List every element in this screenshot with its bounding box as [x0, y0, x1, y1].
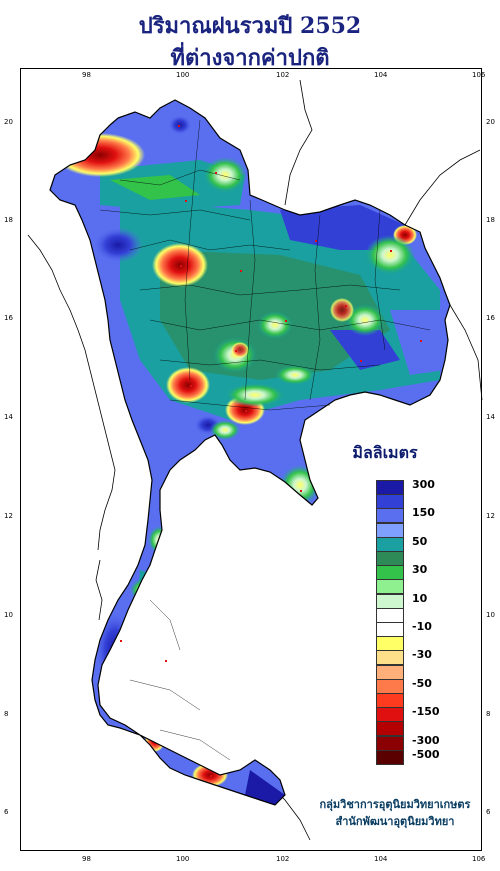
lon-tick-bottom-106: 106 — [472, 855, 486, 863]
lat-tick-right-6: 6 — [486, 808, 491, 816]
lat-tick-left-8: 8 — [4, 710, 9, 718]
legend-swatch — [376, 721, 404, 737]
legend-swatch — [376, 636, 404, 652]
legend-label: -10 — [412, 620, 432, 633]
lat-tick-left-14: 14 — [4, 413, 13, 421]
legend-swatch — [376, 607, 404, 623]
legend-label: 30 — [412, 563, 428, 577]
lat-tick-right-10: 10 — [486, 611, 495, 619]
lat-tick-right-20: 20 — [486, 118, 495, 126]
legend-swatch — [376, 536, 404, 552]
lat-tick-right-16: 16 — [486, 314, 495, 322]
thailand-outline — [49, 99, 451, 806]
lon-tick-top-98: 98 — [82, 71, 91, 79]
lat-tick-left-10: 10 — [4, 611, 13, 619]
legend-swatch — [376, 735, 404, 751]
map-frame — [20, 68, 482, 851]
lat-tick-right-12: 12 — [486, 512, 495, 520]
legend-label: 50 — [412, 534, 428, 548]
legend-label: -500 — [412, 747, 440, 761]
legend-swatch — [376, 480, 404, 495]
lat-tick-right-18: 18 — [486, 216, 495, 224]
lat-tick-right-14: 14 — [486, 413, 495, 421]
lat-tick-left-18: 18 — [4, 216, 13, 224]
lon-tick-bottom-100: 100 — [176, 855, 190, 863]
legend-swatch — [376, 664, 404, 680]
legend-label: 150 — [412, 506, 435, 520]
legend-swatch — [376, 593, 404, 609]
credit-line1: กลุ่มวิชาการอุตุนิยมวิทยาเกษตร — [319, 798, 471, 811]
legend-swatch — [376, 693, 404, 708]
legend-label: 10 — [412, 591, 428, 605]
lon-tick-top-106: 106 — [472, 71, 486, 79]
legend-title: มิลลิเมตร — [352, 443, 418, 462]
legend-label: -150 — [412, 705, 440, 719]
legend-swatch — [376, 650, 404, 666]
legend-swatch — [376, 579, 404, 595]
lon-tick-top-102: 102 — [276, 71, 290, 79]
legend-swatch — [376, 522, 404, 538]
lon-tick-top-100: 100 — [176, 71, 190, 79]
legend-swatch — [376, 551, 404, 566]
legend-swatch — [376, 565, 404, 581]
lat-tick-right-8: 8 — [486, 710, 491, 718]
lat-tick-left-20: 20 — [4, 118, 13, 126]
legend-swatch — [376, 622, 404, 637]
lat-tick-left-12: 12 — [4, 512, 13, 520]
legend-label: -30 — [412, 648, 432, 662]
lat-tick-left-16: 16 — [4, 314, 13, 322]
map-title-line1: ปริมาณฝนรวมปี 2552 — [138, 13, 362, 39]
legend-swatch — [376, 707, 404, 723]
legend-swatch — [376, 508, 404, 524]
legend-swatch — [376, 494, 404, 510]
lon-tick-bottom-102: 102 — [276, 855, 290, 863]
province-boundaries — [99, 119, 431, 761]
legend-label: 300 — [412, 478, 435, 491]
lon-tick-bottom-104: 104 — [374, 855, 388, 863]
credit-line2: สำนักพัฒนาอุตุนิยมวิทยา — [335, 815, 455, 828]
lon-tick-bottom-98: 98 — [82, 855, 91, 863]
legend-swatch — [376, 678, 404, 694]
map-title-line2: ที่ต่างจากค่าปกติ — [170, 45, 330, 71]
legend-swatch — [376, 749, 404, 765]
legend-label: -300 — [412, 733, 440, 747]
legend-label: -50 — [412, 676, 432, 690]
station-markers — [120, 125, 422, 777]
lat-tick-left-6: 6 — [4, 808, 9, 816]
lon-tick-top-104: 104 — [374, 71, 388, 79]
